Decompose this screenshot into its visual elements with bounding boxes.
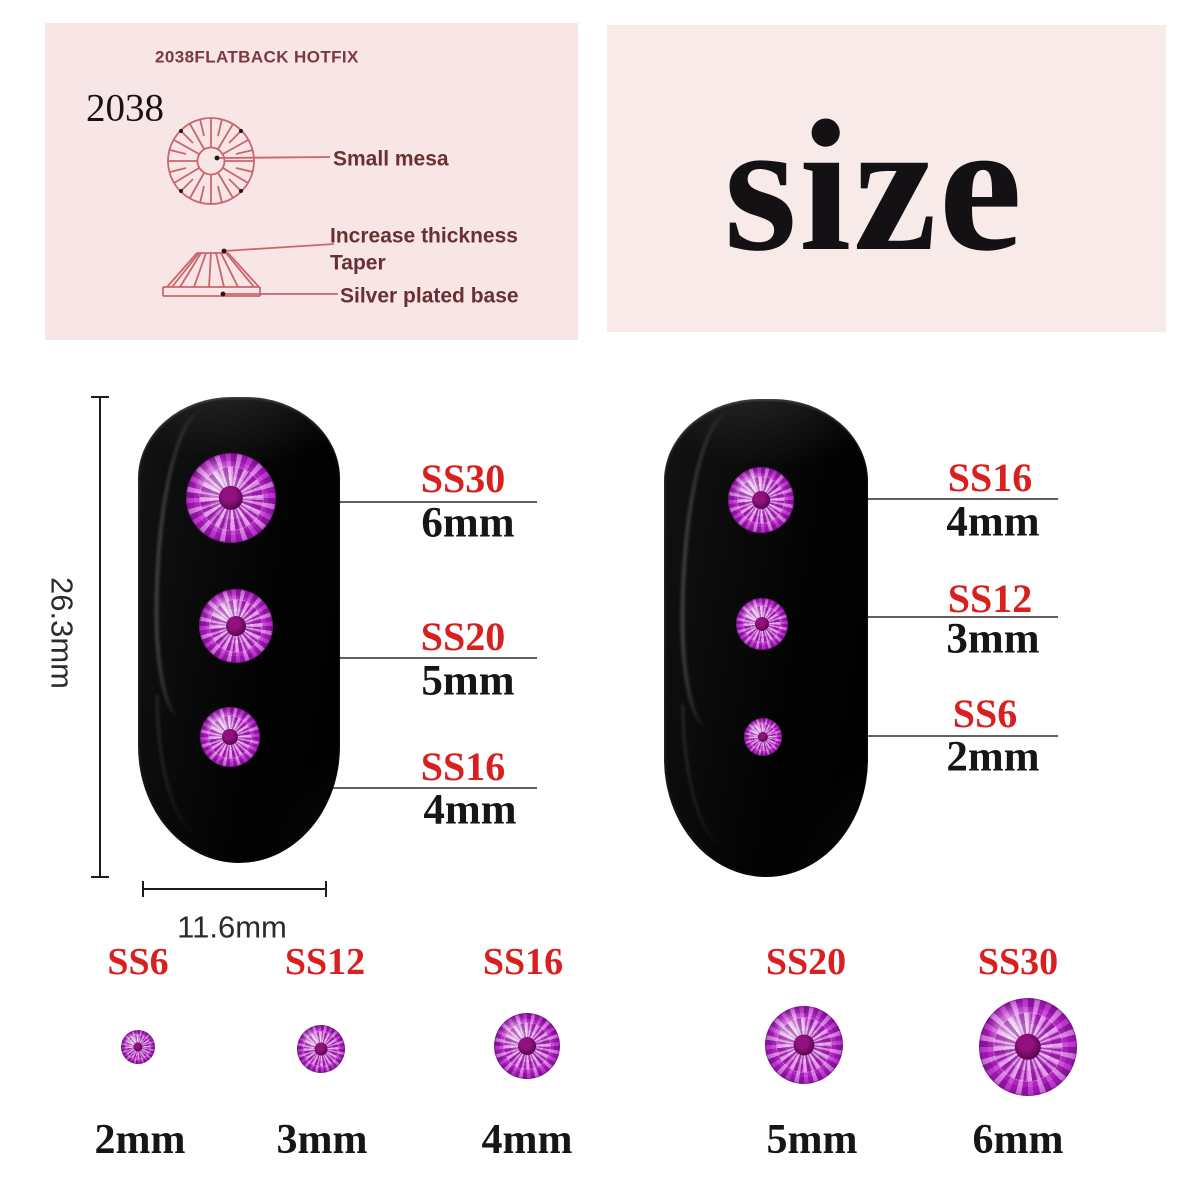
callout-ss16: SS16	[420, 744, 506, 789]
callout-right-ss16: SS16	[947, 455, 1033, 500]
chart-ss20-gem	[765, 1006, 843, 1084]
size-panel	[607, 25, 1166, 332]
chart-ss12-size: 3mm	[276, 1117, 368, 1163]
label-increase-thickness: Increase thickness	[330, 224, 518, 248]
diagram-dots	[179, 129, 243, 297]
chart-ss30-size: 6mm	[972, 1117, 1064, 1163]
model-number: 2038	[86, 86, 164, 130]
chart-ss12-gem	[297, 1025, 345, 1073]
chart-ss16-label: SS16	[482, 941, 564, 983]
callout-ss30-size: 6mm	[421, 499, 515, 547]
rhinestone-left-nail-ss16	[200, 707, 260, 767]
rhinestone-right-nail-ss16	[728, 467, 794, 533]
size-title: size	[723, 81, 1025, 290]
callout-ss20-size: 5mm	[421, 657, 515, 705]
chart-ss16-gem	[494, 1013, 560, 1079]
rhinestone-right-nail-ss12	[736, 598, 788, 650]
chart-ss30-label: SS30	[977, 941, 1059, 983]
callout-ss30: SS30	[420, 456, 506, 501]
nail-height-dimension: 26.3mm	[44, 577, 80, 689]
callout-ss20: SS20	[420, 614, 506, 659]
label-silver-plated-base: Silver plated base	[340, 284, 519, 308]
rhinestone-right-nail-ss6	[744, 718, 782, 756]
chart-ss16-size: 4mm	[481, 1117, 573, 1163]
chart-ss6-size: 2mm	[94, 1117, 186, 1163]
callout-ss16-size: 4mm	[423, 786, 517, 834]
flatback-top-view-drawing	[167, 117, 331, 205]
label-small-mesa: Small mesa	[333, 147, 449, 171]
callout-right-ss16-size: 4mm	[946, 498, 1040, 546]
spec-panel	[45, 23, 578, 340]
callout-right-ss12-size: 3mm	[946, 615, 1040, 663]
callout-right-ss6-size: 2mm	[946, 733, 1040, 781]
spec-panel-title: 2038FLATBACK HOTFIX	[155, 47, 359, 67]
chart-ss30-gem	[979, 998, 1077, 1096]
rhinestone-left-nail-ss20	[199, 589, 273, 663]
rhinestone-left-nail-ss30	[186, 453, 276, 543]
label-taper: Taper	[330, 251, 386, 275]
flatback-side-view-drawing	[162, 243, 338, 297]
chart-ss12-label: SS12	[284, 941, 366, 983]
chart-ss6-gem	[121, 1030, 155, 1064]
callout-right-ss6: SS6	[952, 691, 1018, 736]
callout-right-ss12: SS12	[947, 576, 1033, 621]
nail-width-dimension: 11.6mm	[177, 909, 287, 945]
chart-ss6-label: SS6	[107, 941, 169, 983]
dimension-lines	[91, 396, 327, 897]
chart-ss20-size: 5mm	[766, 1117, 858, 1163]
chart-ss20-label: SS20	[765, 941, 847, 983]
